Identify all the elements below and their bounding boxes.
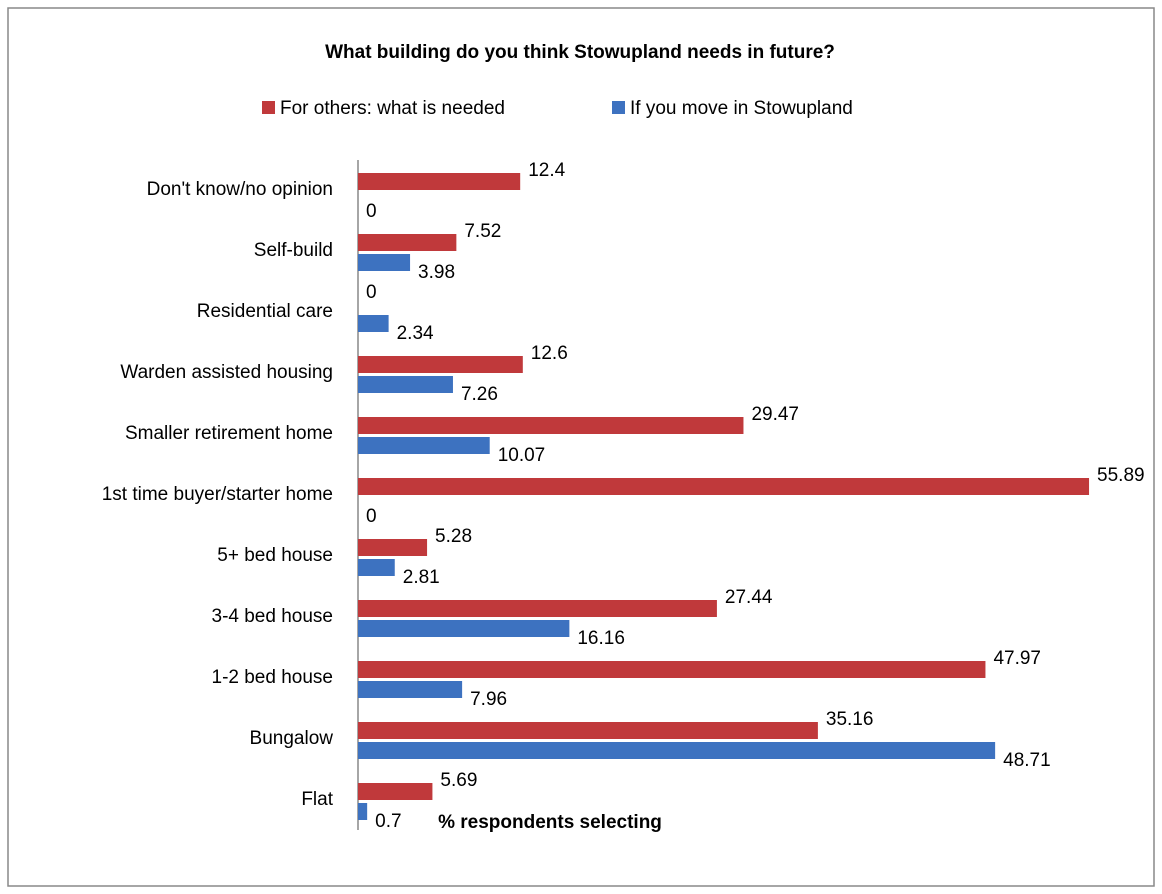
data-label: 7.26 (461, 384, 498, 405)
data-label: 7.96 (470, 689, 507, 710)
bar (358, 356, 523, 373)
bar (358, 417, 744, 434)
data-label: 3.98 (418, 262, 455, 283)
legend-swatch (262, 101, 275, 114)
y-tick-label: Smaller retirement home (125, 423, 333, 444)
bar (358, 173, 521, 190)
bar (358, 478, 1090, 495)
y-tick-label: Flat (301, 789, 333, 810)
bar (358, 803, 368, 820)
data-label: 16.16 (577, 628, 625, 649)
y-tick-label: 5+ bed house (217, 545, 333, 566)
bar (358, 783, 433, 800)
data-label: 0 (366, 506, 377, 527)
data-label: 35.16 (826, 709, 874, 730)
data-label: 29.47 (751, 404, 799, 425)
bar (358, 376, 453, 393)
chart-border (7, 7, 1155, 887)
bar (358, 620, 570, 637)
legend-label: For others: what is needed (280, 98, 505, 119)
data-label: 27.44 (725, 587, 773, 608)
bar (358, 315, 389, 332)
legend-swatch (612, 101, 625, 114)
y-tick-label: Don't know/no opinion (147, 179, 333, 200)
data-label: 10.07 (498, 445, 546, 466)
chart-title: What building do you think Stowupland ne… (325, 42, 835, 63)
data-label: 7.52 (464, 221, 501, 242)
bar (358, 234, 457, 251)
y-tick-label: Residential care (197, 301, 333, 322)
data-label: 2.34 (397, 323, 434, 344)
bar (358, 742, 996, 759)
bar (358, 254, 411, 271)
y-tick-label: Self-build (254, 240, 333, 261)
y-tick-label: Bungalow (250, 728, 334, 749)
x-axis-title: % respondents selecting (438, 812, 662, 833)
data-label: 55.89 (1097, 465, 1145, 486)
y-tick-label: 1-2 bed house (212, 667, 334, 688)
legend-label: If you move in Stowupland (630, 98, 853, 119)
data-label: 48.71 (1003, 750, 1051, 771)
y-tick-label: 1st time buyer/starter home (102, 484, 333, 505)
bar (358, 661, 986, 678)
data-label: 0.7 (375, 811, 401, 832)
y-tick-label: Warden assisted housing (120, 362, 333, 383)
bar (358, 539, 428, 556)
data-label: 12.6 (531, 343, 568, 364)
bar (358, 681, 463, 698)
data-label: 0 (366, 201, 377, 222)
bar (358, 437, 490, 454)
data-label: 2.81 (403, 567, 440, 588)
data-label: 5.28 (435, 526, 472, 547)
data-label: 12.4 (528, 160, 565, 181)
bar (358, 559, 395, 576)
data-label: 0 (366, 282, 377, 303)
bar (358, 600, 717, 617)
data-label: 47.97 (993, 648, 1041, 669)
data-label: 5.69 (440, 770, 477, 791)
y-tick-label: 3-4 bed house (212, 606, 334, 627)
bar (358, 722, 818, 739)
